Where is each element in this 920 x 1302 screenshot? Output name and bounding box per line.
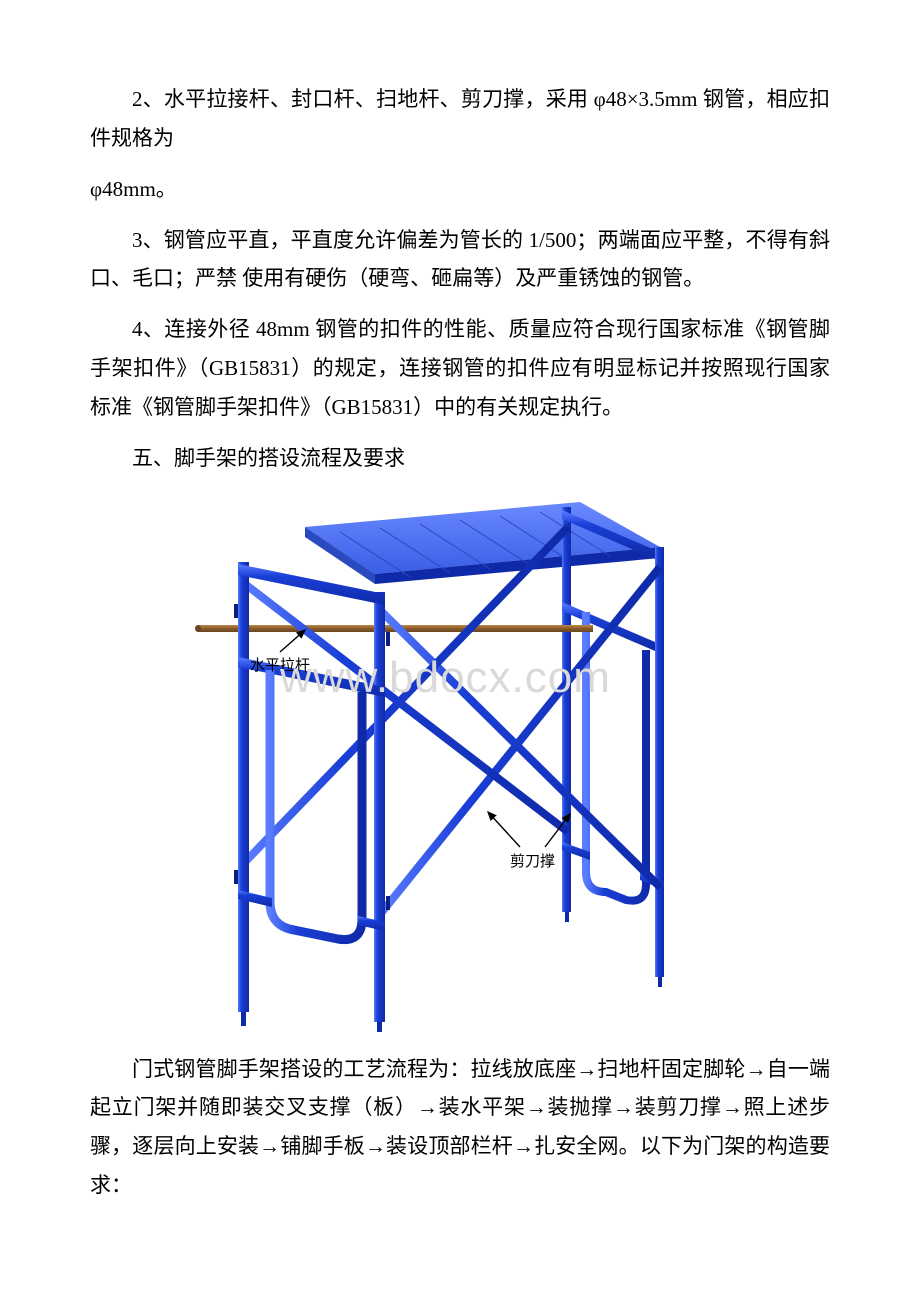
label-scissor-brace-text: 剪刀撑	[510, 853, 555, 870]
paragraph-4: 4、连接外径 48mm 钢管的扣件的性能、质量应符合现行国家标准《钢管脚手架扣件…	[90, 310, 830, 427]
rear-spigot-2	[658, 977, 662, 987]
paragraph-2b: φ48mm。	[90, 170, 830, 209]
deck	[305, 502, 660, 584]
label-horizontal-rod: 水平拉杆	[250, 630, 310, 674]
scaffold-svg: 水平拉杆 剪刀撑	[150, 492, 710, 1032]
heading-5: 五、脚手架的搭设流程及要求	[90, 439, 830, 478]
rear-spigot	[565, 912, 569, 922]
paragraph-6: 门式钢管脚手架搭设的工艺流程为：拉线放底座→扫地杆固定脚轮→自一端起立门架并随即…	[90, 1050, 830, 1205]
paragraph-3: 3、钢管应平直，平直度允许偏差为管长的 1/500；两端面应平整，不得有斜口、毛…	[90, 221, 830, 299]
paragraph-2: 2、水平拉接杆、封口杆、扫地杆、剪刀撑，采用 φ48×3.5mm 钢管，相应扣件…	[90, 80, 830, 158]
label-horizontal-rod-text: 水平拉杆	[250, 657, 310, 674]
scaffold-figure: 水平拉杆 剪刀撑 www.bdocx.com	[150, 492, 710, 1032]
